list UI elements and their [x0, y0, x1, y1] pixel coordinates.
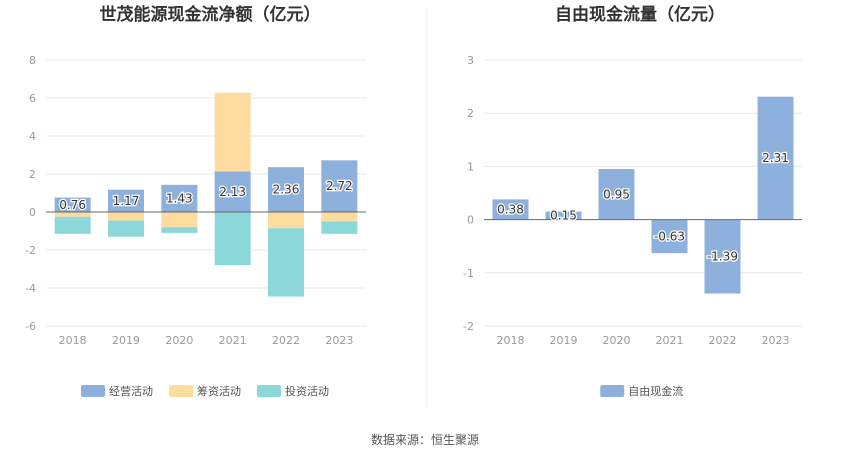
right-chart-title: 自由现金流量（亿元）	[555, 4, 725, 25]
y-tick-label: 6	[29, 92, 36, 105]
bar-投资活动-2018[interactable]	[54, 216, 91, 234]
y-tick-label: -4	[25, 282, 36, 295]
y-tick-label: 2	[467, 107, 474, 120]
bar-自由现金流-2019[interactable]	[545, 211, 582, 220]
data-label: 1.43	[166, 191, 193, 205]
bar-投资活动-2023[interactable]	[321, 221, 358, 234]
bar-自由现金流-2020[interactable]	[598, 169, 635, 220]
data-label: 0.95	[603, 187, 630, 201]
x-tick-label: 2020	[165, 334, 193, 347]
x-tick-label: 2020	[603, 334, 631, 347]
x-tick-label: 2023	[762, 334, 790, 347]
bar-投资活动-2020[interactable]	[161, 227, 198, 233]
legend-label[interactable]: 投资活动	[285, 384, 329, 398]
source-note: 数据来源：恒生聚源	[371, 432, 479, 447]
legend-swatch[interactable]	[600, 385, 625, 397]
bar-筹资活动-2019[interactable]	[108, 212, 144, 221]
x-tick-label: 2023	[325, 334, 353, 347]
left-chart: -6 -4 -2 0 2 4 6 8 2018 2019 2020 2021 2022 2023 0.76 1…	[25, 54, 366, 398]
x-tick-label: 2019	[550, 334, 578, 347]
y-tick-label: -1	[463, 267, 474, 280]
x-tick-label: 2022	[272, 334, 300, 347]
bar-投资活动-2022[interactable]	[268, 228, 304, 297]
data-label: -1.39	[707, 250, 738, 264]
data-label: 1.17	[113, 194, 140, 208]
legend-label[interactable]: 自由现金流	[628, 384, 683, 398]
y-tick-label: -2	[25, 244, 36, 257]
data-label: 2.72	[326, 179, 353, 193]
y-tick-label: -2	[463, 320, 474, 333]
bar-自由现金流-2023[interactable]	[757, 96, 794, 220]
y-tick-label: 4	[29, 130, 36, 143]
x-tick-label: 2018	[497, 334, 525, 347]
bar-自由现金流-2022[interactable]	[704, 219, 741, 294]
bar-经营活动-2023[interactable]	[321, 160, 358, 212]
bar-经营活动-2019[interactable]	[108, 189, 144, 212]
data-label: -0.63	[654, 229, 685, 243]
x-tick-label: 2019	[112, 334, 140, 347]
bar-筹资活动-2020[interactable]	[161, 212, 198, 228]
y-tick-label: 0	[29, 206, 36, 219]
bar-筹资活动-2023[interactable]	[321, 212, 358, 222]
y-tick-label: 2	[29, 168, 36, 181]
y-tick-label: 0	[467, 214, 474, 227]
legend-label[interactable]: 经营活动	[109, 384, 153, 398]
bar-筹资活动-2022[interactable]	[268, 212, 304, 229]
right-chart: -2 -1 0 1 2 3 2018 2019 2020 2021 2022 2023 0.38 0.15…	[463, 54, 802, 398]
bar-投资活动-2021[interactable]	[214, 212, 251, 266]
bar-经营活动-2020[interactable]	[161, 184, 198, 212]
legend-swatch[interactable]	[257, 385, 281, 397]
data-label: 2.31	[762, 151, 789, 165]
y-tick-label: 8	[29, 54, 36, 67]
bar-筹资活动-2021[interactable]	[214, 92, 251, 172]
data-label: 0.76	[59, 198, 86, 212]
left-chart-title: 世茂能源现金流净额（亿元）	[100, 4, 321, 25]
bar-经营活动-2021[interactable]	[214, 171, 251, 212]
data-label: 0.15	[550, 209, 577, 223]
y-tick-label: -6	[25, 320, 36, 333]
x-tick-label: 2018	[59, 334, 87, 347]
data-label: 2.13	[219, 185, 246, 199]
x-tick-label: 2021	[219, 334, 247, 347]
legend-label[interactable]: 筹资活动	[197, 384, 241, 398]
bar-自由现金流-2021[interactable]	[651, 219, 688, 254]
y-tick-label: 1	[467, 160, 474, 173]
legend-swatch[interactable]	[169, 385, 193, 397]
x-tick-label: 2022	[709, 334, 737, 347]
x-tick-label: 2021	[656, 334, 684, 347]
data-label: 0.38	[497, 202, 524, 216]
y-tick-label: 3	[467, 54, 474, 67]
bar-经营活动-2022[interactable]	[268, 167, 304, 212]
legend-swatch[interactable]	[81, 385, 105, 397]
bar-经营活动-2018[interactable]	[54, 197, 91, 212]
bar-投资活动-2019[interactable]	[108, 220, 144, 237]
bar-筹资活动-2018[interactable]	[54, 212, 91, 217]
bar-自由现金流-2018[interactable]	[492, 199, 529, 220]
data-label: 2.36	[273, 183, 300, 197]
